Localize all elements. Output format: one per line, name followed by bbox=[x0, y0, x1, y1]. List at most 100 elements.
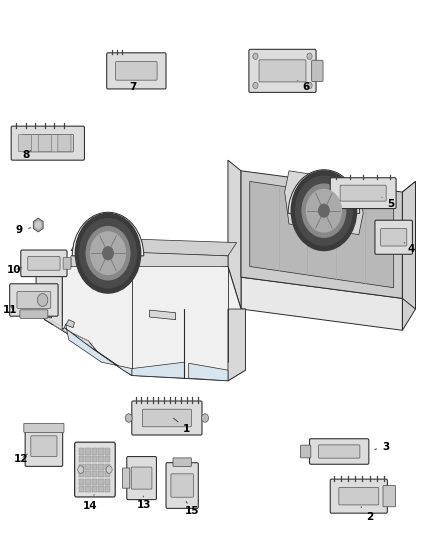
Bar bbox=[85, 479, 91, 484]
FancyBboxPatch shape bbox=[142, 409, 191, 427]
Polygon shape bbox=[71, 251, 228, 266]
FancyBboxPatch shape bbox=[38, 135, 51, 152]
FancyBboxPatch shape bbox=[375, 220, 413, 254]
Polygon shape bbox=[66, 320, 74, 328]
FancyBboxPatch shape bbox=[20, 310, 48, 318]
FancyBboxPatch shape bbox=[10, 284, 58, 316]
FancyBboxPatch shape bbox=[300, 445, 311, 458]
Circle shape bbox=[80, 219, 136, 288]
Polygon shape bbox=[132, 362, 184, 378]
FancyBboxPatch shape bbox=[24, 423, 64, 432]
FancyBboxPatch shape bbox=[132, 401, 202, 435]
Text: 12: 12 bbox=[14, 454, 28, 464]
Circle shape bbox=[75, 213, 141, 293]
Bar bbox=[105, 486, 110, 492]
Text: 7: 7 bbox=[129, 82, 137, 92]
Bar bbox=[98, 479, 104, 484]
FancyBboxPatch shape bbox=[318, 445, 360, 458]
Polygon shape bbox=[250, 181, 394, 288]
FancyBboxPatch shape bbox=[63, 257, 71, 269]
FancyBboxPatch shape bbox=[107, 53, 166, 89]
Text: 1: 1 bbox=[173, 418, 190, 434]
Circle shape bbox=[253, 82, 258, 88]
Bar bbox=[92, 479, 97, 484]
Bar bbox=[85, 448, 91, 455]
Polygon shape bbox=[37, 297, 53, 316]
FancyBboxPatch shape bbox=[173, 458, 191, 466]
FancyBboxPatch shape bbox=[171, 474, 194, 497]
Bar bbox=[105, 464, 110, 470]
Polygon shape bbox=[37, 300, 42, 316]
FancyBboxPatch shape bbox=[31, 436, 57, 457]
Bar bbox=[92, 464, 97, 470]
Polygon shape bbox=[241, 277, 403, 330]
Polygon shape bbox=[403, 181, 416, 309]
Bar bbox=[85, 464, 91, 470]
Circle shape bbox=[86, 227, 130, 280]
Circle shape bbox=[91, 232, 125, 274]
Wedge shape bbox=[72, 212, 144, 256]
Bar bbox=[78, 471, 84, 477]
FancyBboxPatch shape bbox=[21, 250, 67, 277]
FancyBboxPatch shape bbox=[131, 467, 152, 489]
Bar bbox=[92, 456, 97, 462]
Polygon shape bbox=[62, 328, 132, 375]
Circle shape bbox=[37, 294, 48, 306]
Polygon shape bbox=[228, 309, 245, 381]
Circle shape bbox=[201, 414, 208, 422]
Circle shape bbox=[125, 414, 132, 422]
FancyBboxPatch shape bbox=[116, 62, 157, 80]
Polygon shape bbox=[42, 288, 51, 298]
FancyBboxPatch shape bbox=[312, 60, 323, 82]
FancyBboxPatch shape bbox=[11, 126, 85, 160]
Text: 15: 15 bbox=[185, 502, 199, 516]
FancyBboxPatch shape bbox=[127, 457, 156, 499]
Bar bbox=[105, 479, 110, 484]
Circle shape bbox=[84, 243, 93, 253]
FancyBboxPatch shape bbox=[122, 468, 130, 488]
FancyBboxPatch shape bbox=[17, 292, 51, 309]
Bar bbox=[105, 471, 110, 477]
FancyBboxPatch shape bbox=[330, 177, 396, 208]
FancyBboxPatch shape bbox=[74, 442, 115, 497]
Circle shape bbox=[291, 171, 357, 251]
Wedge shape bbox=[288, 169, 360, 213]
Bar bbox=[98, 471, 104, 477]
Text: 10: 10 bbox=[7, 265, 21, 275]
Text: 6: 6 bbox=[298, 80, 310, 92]
Circle shape bbox=[319, 204, 329, 217]
Circle shape bbox=[307, 53, 312, 60]
Bar bbox=[85, 486, 91, 492]
Text: 3: 3 bbox=[374, 442, 389, 452]
Bar bbox=[85, 456, 91, 462]
Polygon shape bbox=[64, 324, 132, 375]
Bar bbox=[78, 479, 84, 484]
FancyBboxPatch shape bbox=[58, 135, 71, 152]
Bar bbox=[78, 486, 84, 492]
Bar bbox=[92, 486, 97, 492]
FancyBboxPatch shape bbox=[259, 60, 306, 82]
Text: 8: 8 bbox=[23, 150, 31, 160]
Circle shape bbox=[78, 466, 84, 473]
Bar bbox=[105, 456, 110, 462]
Bar bbox=[105, 448, 110, 455]
FancyBboxPatch shape bbox=[18, 135, 32, 152]
Text: 5: 5 bbox=[382, 197, 394, 209]
FancyBboxPatch shape bbox=[28, 256, 60, 270]
Text: 13: 13 bbox=[137, 496, 152, 510]
Polygon shape bbox=[62, 256, 245, 381]
Polygon shape bbox=[241, 171, 403, 298]
Bar bbox=[78, 448, 84, 455]
Bar bbox=[92, 448, 97, 455]
Bar bbox=[98, 464, 104, 470]
Polygon shape bbox=[149, 310, 176, 320]
Polygon shape bbox=[42, 304, 53, 318]
Polygon shape bbox=[285, 171, 363, 235]
FancyBboxPatch shape bbox=[381, 229, 407, 246]
FancyBboxPatch shape bbox=[310, 439, 369, 464]
Circle shape bbox=[106, 466, 112, 473]
Polygon shape bbox=[36, 256, 62, 330]
Bar bbox=[85, 471, 91, 477]
Text: 14: 14 bbox=[83, 495, 98, 511]
Polygon shape bbox=[228, 160, 241, 309]
